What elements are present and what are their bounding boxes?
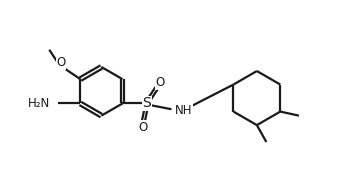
Text: O: O <box>139 121 148 134</box>
Text: O: O <box>155 76 165 89</box>
Text: NH: NH <box>175 104 192 117</box>
Text: O: O <box>56 56 65 69</box>
Text: H₂N: H₂N <box>28 97 51 110</box>
Text: S: S <box>142 97 151 110</box>
